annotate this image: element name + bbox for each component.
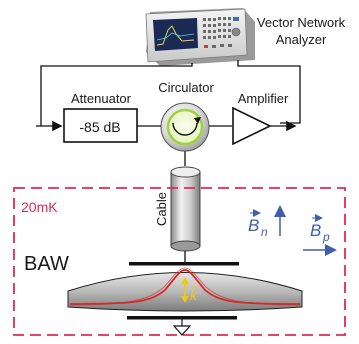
- attenuator-value: -85 dB: [79, 119, 120, 135]
- baw-label: BAW: [24, 253, 69, 275]
- circulator-direction-icon: [172, 122, 198, 136]
- cable: [170, 166, 201, 262]
- top-electrode: [129, 262, 239, 266]
- k-label: k: [190, 287, 198, 303]
- circulator: [160, 102, 210, 152]
- field-bp-subscript: p: [322, 230, 330, 244]
- vna-output-line: [40, 63, 193, 126]
- vna-buttons: [203, 17, 241, 48]
- vna-label-line1: Vector Network: [257, 15, 346, 30]
- ground-icon: [172, 325, 192, 336]
- signal-wiring: [36, 60, 301, 166]
- amplifier-label: Amplifier: [238, 91, 289, 106]
- vna-instrument: [145, 8, 255, 66]
- acoustic-mode-curve-lower: [69, 269, 301, 305]
- circulator-label: Circulator: [158, 80, 214, 95]
- bottom-electrode: [127, 316, 237, 320]
- field-bp-letter: B: [310, 221, 321, 240]
- amplifier-triangle: [232, 106, 272, 146]
- field-bn-letter: B: [248, 216, 259, 235]
- field-bn-indicator: B n: [248, 205, 286, 239]
- temperature-label: 20mK: [21, 199, 58, 215]
- attenuator-label: Attenuator: [71, 91, 132, 106]
- field-bn-subscript: n: [261, 225, 268, 239]
- wavevector-indicator: k: [181, 277, 198, 303]
- attenuator-box: [63, 108, 138, 143]
- acoustic-mode-curve-upper: [69, 267, 301, 306]
- cable-label: Cable: [154, 192, 169, 226]
- field-bp-indicator: B p: [303, 214, 337, 256]
- vna-label-line2: Analyzer: [276, 32, 327, 47]
